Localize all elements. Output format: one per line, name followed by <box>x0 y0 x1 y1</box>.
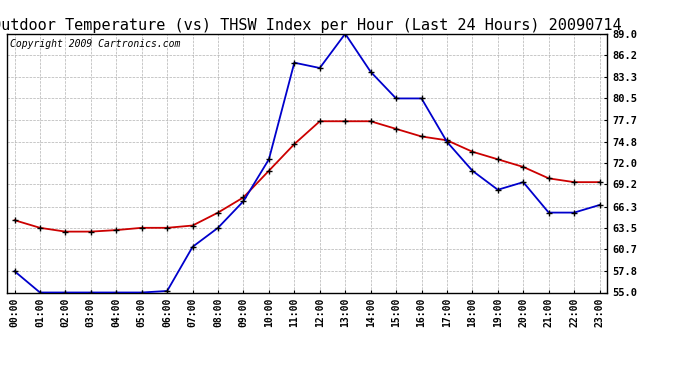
Text: Copyright 2009 Cartronics.com: Copyright 2009 Cartronics.com <box>10 39 180 49</box>
Title: Outdoor Temperature (vs) THSW Index per Hour (Last 24 Hours) 20090714: Outdoor Temperature (vs) THSW Index per … <box>0 18 622 33</box>
